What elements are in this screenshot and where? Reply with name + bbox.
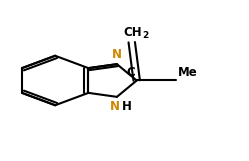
Text: N: N	[112, 48, 122, 61]
Text: C: C	[127, 66, 135, 79]
Text: Me: Me	[178, 66, 198, 79]
Text: 2: 2	[142, 31, 148, 40]
Text: H: H	[122, 100, 132, 113]
Text: CH: CH	[124, 26, 142, 39]
Text: N: N	[109, 100, 120, 113]
